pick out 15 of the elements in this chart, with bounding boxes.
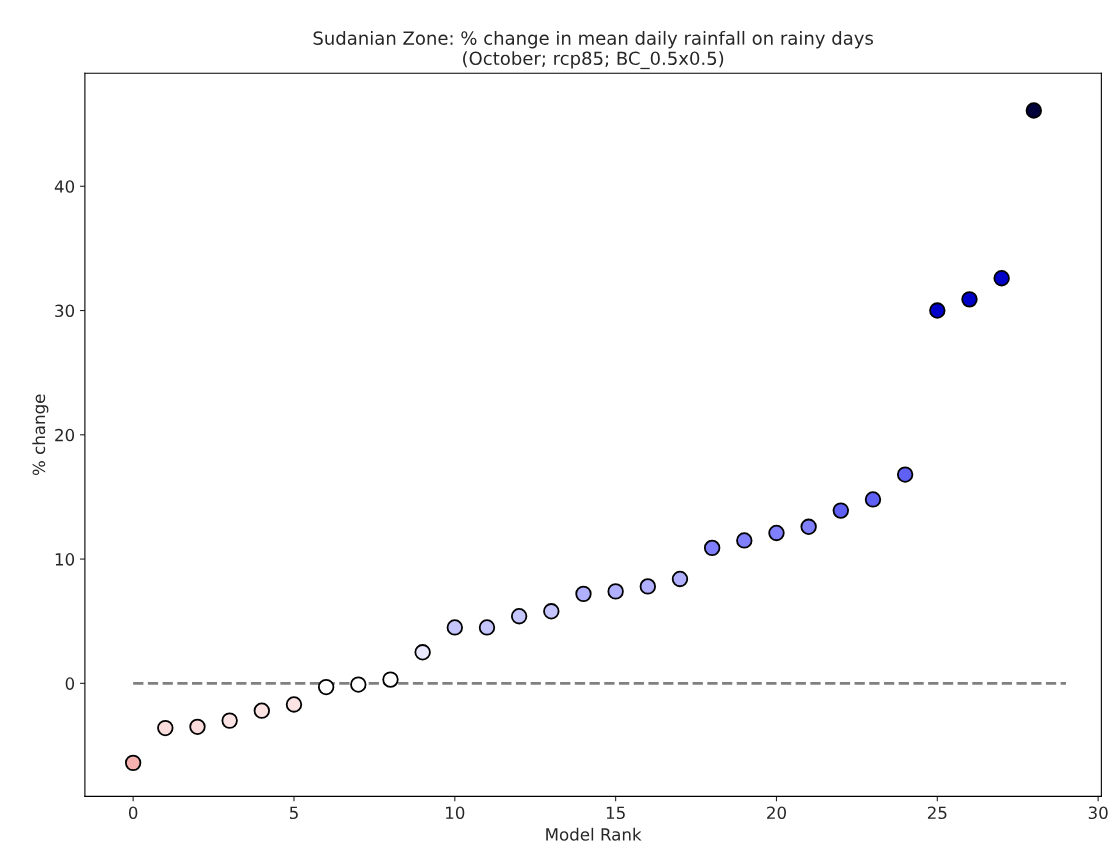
y-tick-label: 10 bbox=[55, 553, 75, 566]
x-tick-label: 30 bbox=[1088, 806, 1108, 820]
y-tick-label: 0 bbox=[65, 677, 75, 690]
x-tick-label: 20 bbox=[767, 806, 786, 820]
x-tick-label: 0 bbox=[128, 806, 138, 820]
x-tick-label: 25 bbox=[927, 806, 947, 820]
chart-title: Sudanian Zone: % change in mean daily rainfall on rainy days (October; rcp85; BC_0.5x0.5) bbox=[313, 30, 873, 70]
x-axis-title: Model Rank bbox=[546, 827, 642, 841]
y-axis-title: % change bbox=[32, 394, 49, 476]
y-tick-label: 20 bbox=[55, 428, 75, 442]
x-tick-label: 10 bbox=[446, 806, 465, 820]
y-tick-label: 30 bbox=[55, 304, 75, 318]
x-tick-label: 5 bbox=[289, 806, 298, 820]
x-tick-label: 15 bbox=[606, 806, 625, 820]
y-tick-label: 40 bbox=[54, 180, 75, 193]
